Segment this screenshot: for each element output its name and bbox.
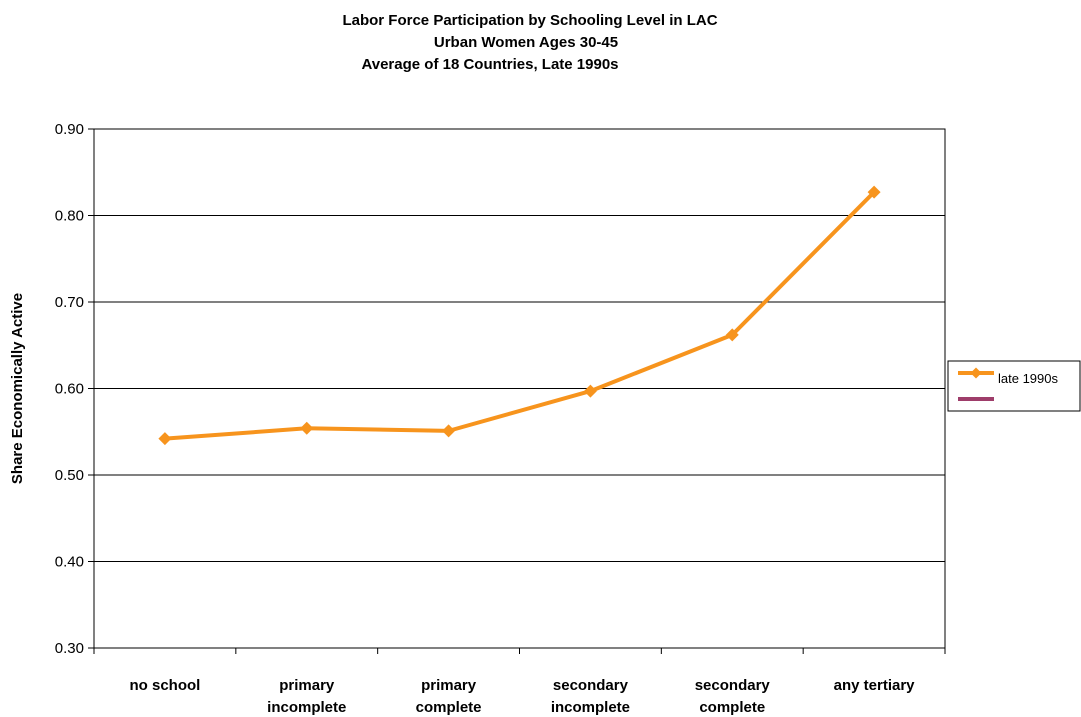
x-tick-label: complete [416, 699, 482, 716]
y-axis-ticks: 0.30 0.40 0.50 0.60 0.70 0.80 0.90 [55, 121, 94, 657]
y-tick-label: 0.50 [55, 467, 84, 484]
series-lines [158, 185, 881, 446]
x-tick-label: secondary [695, 677, 771, 694]
data-point [442, 424, 456, 438]
data-point [158, 432, 172, 446]
series-line [164, 190, 876, 441]
x-tick-label: primary [421, 677, 477, 694]
y-tick-label: 0.40 [55, 554, 84, 571]
data-point [867, 185, 881, 199]
x-tick-label: any tertiary [834, 677, 916, 694]
legend-box [947, 360, 1081, 412]
legend-marker [970, 367, 982, 379]
x-tick-label: incomplete [267, 699, 346, 716]
x-axis-ticks: no school primary incomplete primary complet… [93, 648, 946, 716]
y-tick-label: 0.70 [55, 294, 84, 311]
gridlines [94, 128, 945, 649]
x-tick-label: primary [279, 677, 335, 694]
title-line-1: Labor Force Participation by Schooling L… [342, 12, 717, 29]
x-tick-label: no school [129, 677, 200, 694]
chart-title: Labor Force Participation by Schooling L… [342, 12, 717, 73]
x-tick-label: secondary [553, 677, 629, 694]
legend: late 1990s [947, 360, 1081, 412]
legend-label: late 1990s [998, 371, 1058, 386]
title-line-3: Average of 18 Countries, Late 1990s [361, 56, 618, 73]
y-tick-label: 0.90 [55, 121, 84, 138]
data-point [583, 384, 597, 398]
data-point [725, 328, 739, 342]
x-tick-label: complete [699, 699, 765, 716]
y-tick-label: 0.60 [55, 381, 84, 398]
y-tick-label: 0.80 [55, 208, 84, 225]
title-line-2: Urban Women Ages 30-45 [434, 34, 618, 51]
data-point [300, 421, 314, 435]
x-tick-label: incomplete [551, 699, 630, 716]
y-axis-label: Share Economically Active [9, 293, 26, 484]
y-tick-label: 0.30 [55, 640, 84, 657]
